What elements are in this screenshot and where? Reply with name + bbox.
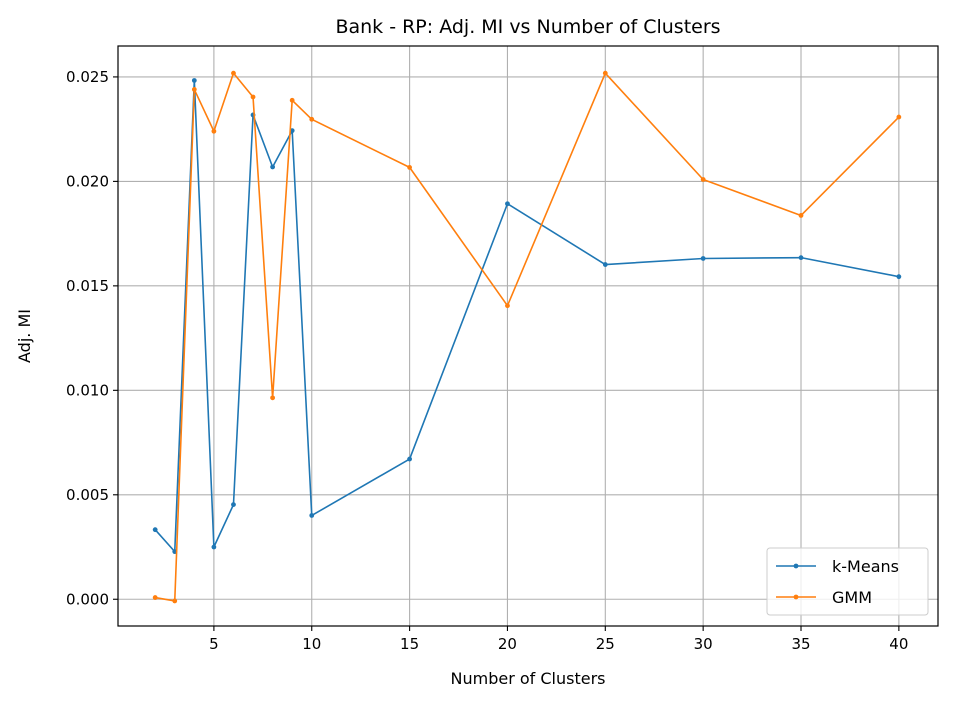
x-tick-label: 10 <box>302 635 321 653</box>
y-tick-label: 0.005 <box>66 486 109 504</box>
legend-box <box>766 547 929 616</box>
data-point-gmm <box>270 395 276 401</box>
data-point-k-means <box>309 513 315 518</box>
x-axis-ticks: 5 10 15 20 25 30 35 40 <box>209 626 908 653</box>
legend-marker-k-means <box>793 563 799 569</box>
y-axis-label: Adj. MI <box>15 309 34 363</box>
data-point-k-means <box>798 255 804 261</box>
plot-frame <box>117 45 939 627</box>
data-point-k-means <box>602 262 608 267</box>
x-tick-label: 5 <box>209 635 219 653</box>
data-point-gmm <box>896 114 902 120</box>
data-point-gmm <box>602 70 608 76</box>
x-tick-label: 35 <box>791 635 810 653</box>
y-axis-ticks: 0.000 0.005 0.010 0.015 0.020 0.025 <box>66 68 118 608</box>
legend-label-k-means: k-Means <box>832 557 899 576</box>
legend-label-gmm: GMM <box>832 588 872 607</box>
y-tick-label: 0.015 <box>66 277 109 295</box>
chart-title: Bank - RP: Adj. MI vs Number of Clusters <box>335 16 720 38</box>
data-point-k-means <box>231 502 236 508</box>
data-point-gmm <box>407 164 412 170</box>
y-tick-label: 0.000 <box>66 590 109 608</box>
data-point-gmm <box>798 213 804 218</box>
data-point-gmm <box>172 598 178 604</box>
data-point-gmm <box>152 595 158 600</box>
data-point-gmm <box>309 116 315 122</box>
data-point-gmm <box>505 303 510 309</box>
y-tick-label: 0.020 <box>66 172 109 190</box>
data-point-k-means <box>407 456 412 462</box>
data-point-gmm <box>289 97 295 103</box>
x-tick-label: 30 <box>694 635 713 653</box>
x-tick-label: 40 <box>889 635 908 653</box>
data-point-k-means <box>896 274 902 280</box>
data-point-k-means <box>211 544 217 550</box>
legend: k-Means GMM <box>766 547 929 616</box>
data-point-gmm <box>700 177 706 182</box>
y-tick-label: 0.010 <box>66 381 109 399</box>
data-point-gmm <box>191 87 197 92</box>
plot-area <box>118 46 938 626</box>
x-tick-label: 25 <box>596 635 615 653</box>
data-point-gmm <box>211 128 217 134</box>
data-point-k-means <box>505 201 510 207</box>
data-point-k-means <box>270 164 276 170</box>
x-tick-label: 20 <box>498 635 517 653</box>
data-point-k-means <box>152 527 158 533</box>
legend-marker-gmm <box>793 594 799 600</box>
series-layer <box>152 70 902 604</box>
data-point-k-means <box>191 78 197 83</box>
data-point-gmm <box>250 94 256 100</box>
y-tick-label: 0.025 <box>66 68 109 86</box>
data-point-k-means <box>700 256 706 261</box>
x-axis-label: Number of Clusters <box>451 669 606 688</box>
data-point-gmm <box>231 70 236 76</box>
grid-lines <box>118 46 938 626</box>
x-tick-label: 15 <box>400 635 419 653</box>
